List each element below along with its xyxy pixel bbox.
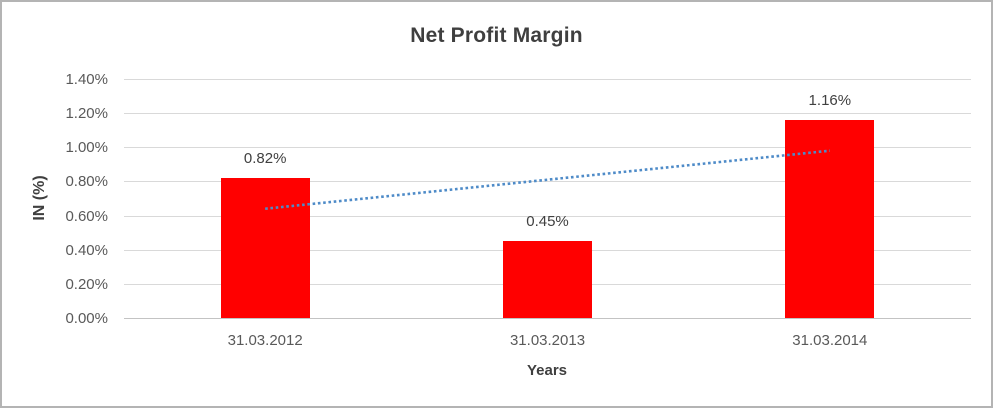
bar [503,241,592,318]
plot-area: 0.82% 0.45% 1.16% [124,79,971,319]
gridline [124,113,971,115]
y-axis-tick-label: 0.00% [65,310,108,327]
y-axis-tick-label: 0.60% [65,207,108,225]
gridline [124,215,971,217]
y-axis-tick-label: 0.40% [65,241,108,259]
x-axis-tick-label: 31.03.2014 [792,332,868,349]
bar-data-label: 0.45% [526,213,569,231]
y-axis-tick-label: 1.00% [65,139,108,157]
x-axis-tick-label: 31.03.2013 [509,332,586,349]
x-axis-title: Years [526,362,568,379]
bar [785,119,875,318]
bar-data-label: 1.16% [808,91,852,109]
gridline [124,147,971,149]
y-axis-tick-label: 0.20% [65,275,108,293]
y-axis-tick-label: 1.40% [65,71,108,88]
y-axis-tick-label: 1.20% [65,105,108,123]
x-axis-tick-label: 31.03.2012 [227,332,303,349]
y-axis-tick-label: 0.80% [65,173,108,191]
bar [220,178,310,318]
gridline [124,79,971,80]
bar-data-label: 0.82% [243,150,287,168]
chart-title: Net Profit Margin [410,24,583,47]
